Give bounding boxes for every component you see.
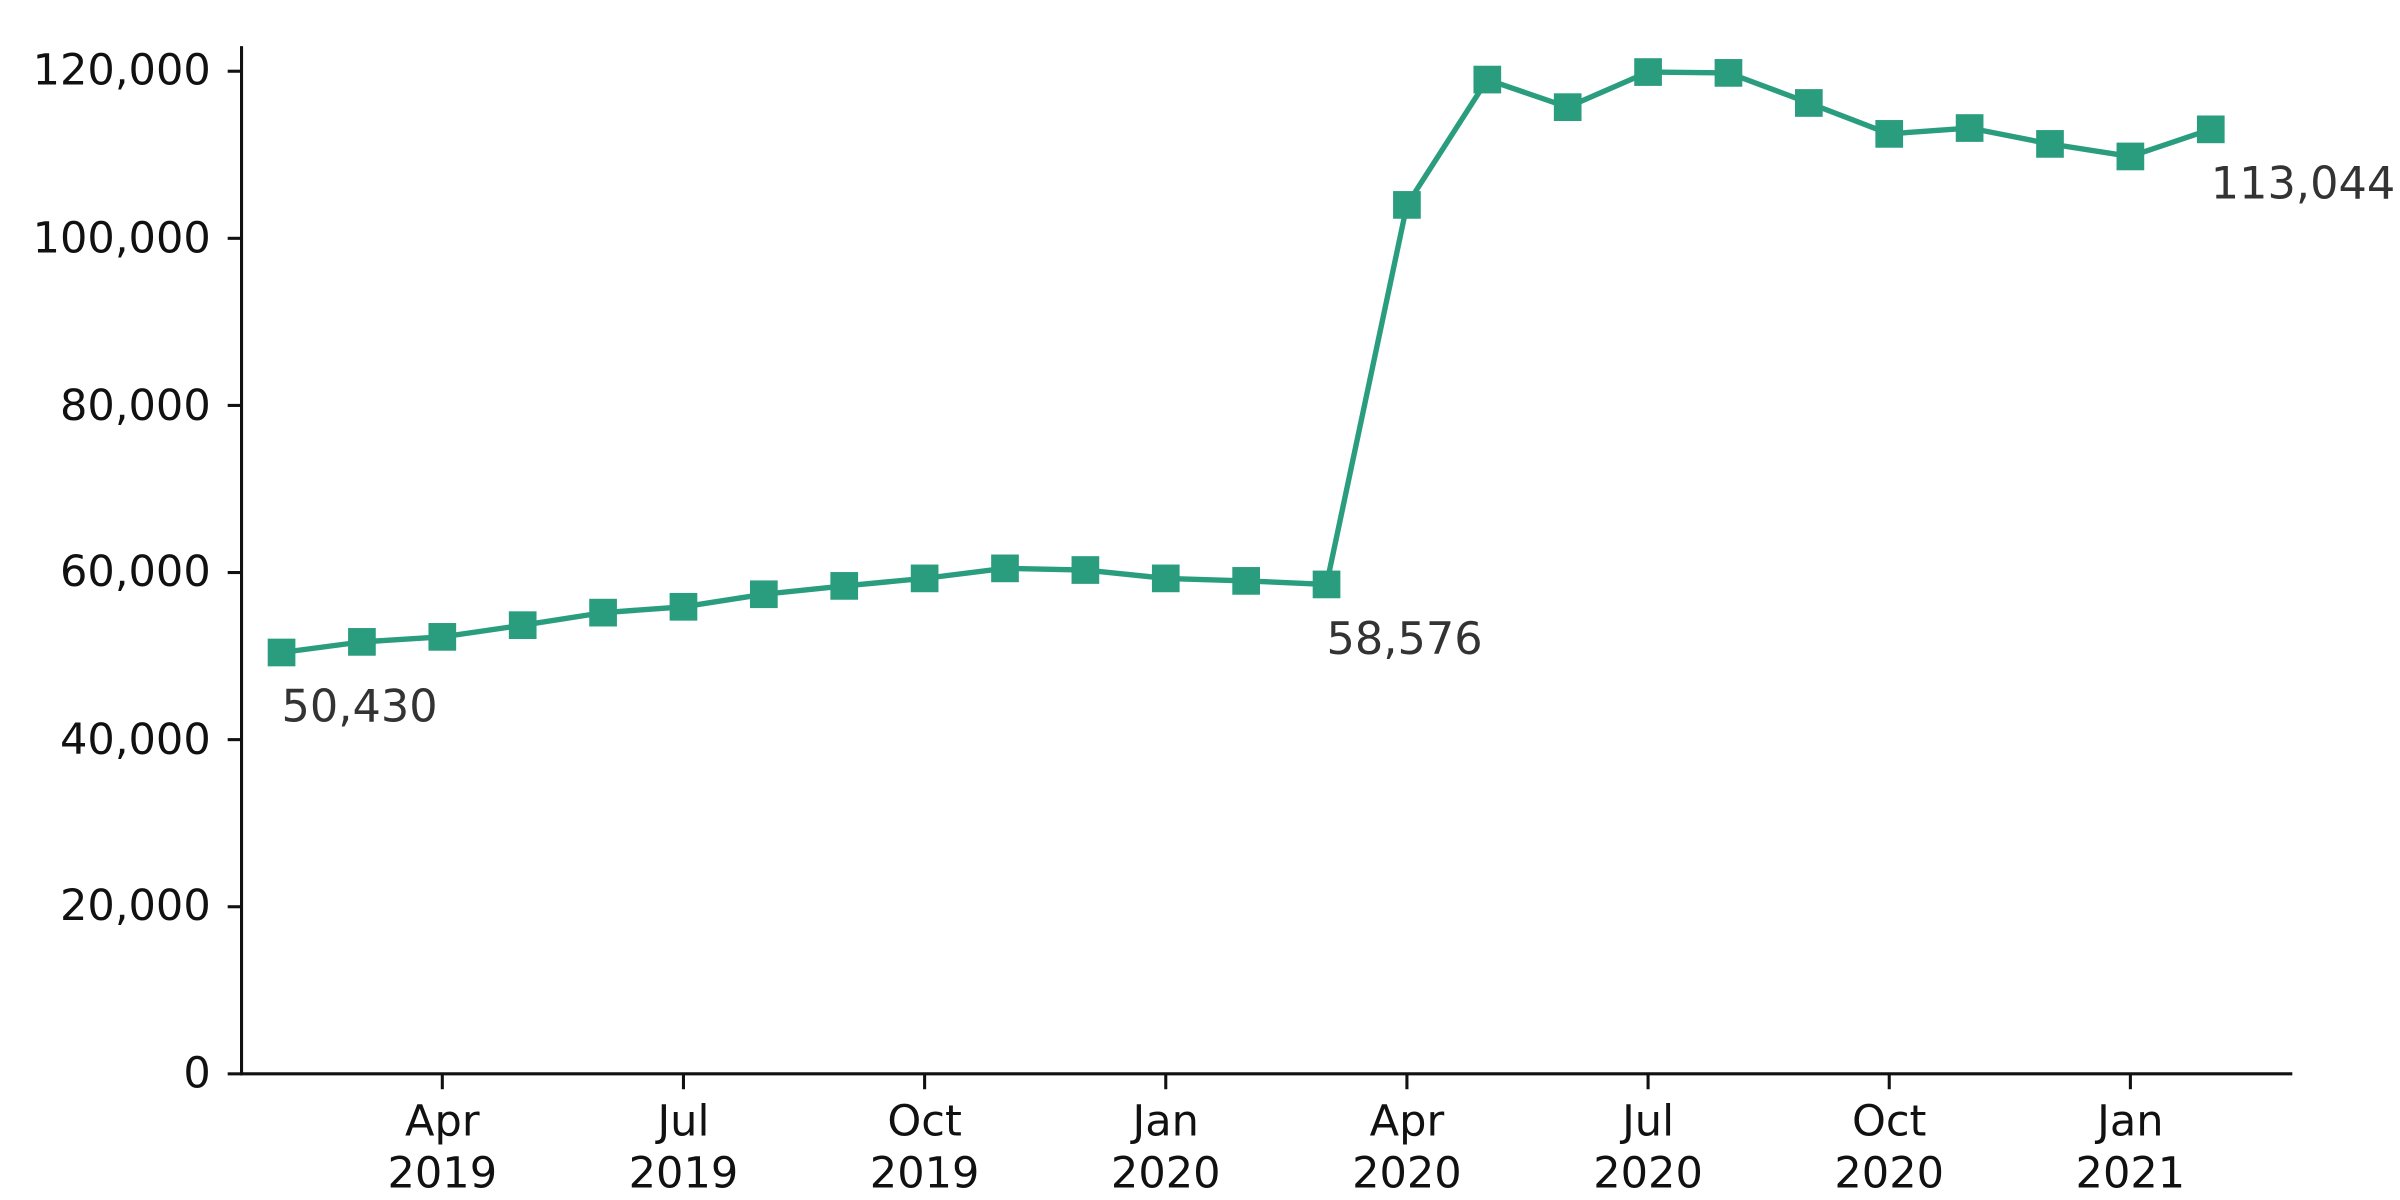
y-tick-label: 40,000 — [60, 713, 211, 765]
marker — [830, 572, 859, 600]
x-tick-label: Apr 2020 — [1352, 1095, 1462, 1199]
marker — [2116, 142, 2145, 171]
marker — [669, 592, 698, 621]
y-tick-label: 120,000 — [32, 45, 211, 96]
marker — [1071, 556, 1100, 584]
x-tick-label: Jul 2019 — [628, 1095, 739, 1199]
marker — [1634, 58, 1662, 86]
marker — [1151, 564, 1180, 593]
y-tick-label: 0 — [183, 1047, 211, 1099]
marker — [2036, 130, 2064, 158]
marker — [1232, 567, 1260, 595]
marker — [910, 564, 939, 593]
x-tick-label: Jul 2020 — [1593, 1095, 1703, 1199]
y-tick-label: 20,000 — [60, 880, 211, 932]
marker — [2196, 115, 2225, 144]
y-tick-label: 60,000 — [60, 546, 211, 598]
x-tick-label: Oct 2020 — [1834, 1095, 1945, 1199]
x-tick-label: Jan 2020 — [1110, 1095, 1221, 1199]
x-tick-label: Jan 2021 — [2075, 1095, 2186, 1199]
marker — [1955, 114, 1984, 142]
marker — [1553, 93, 1582, 121]
y-tick-label: 100,000 — [32, 212, 211, 263]
y-tick-label: 80,000 — [60, 379, 211, 431]
marker — [267, 638, 296, 667]
marker — [348, 628, 376, 656]
marker — [1714, 59, 1743, 87]
marker — [1794, 89, 1823, 117]
marker — [749, 580, 778, 609]
x-tick-label: Apr 2019 — [387, 1095, 498, 1199]
value-label: 50,430 — [281, 680, 438, 733]
marker — [589, 598, 617, 627]
marker — [1393, 191, 1421, 219]
marker — [991, 554, 1019, 583]
marker — [1875, 120, 1904, 148]
line — [281, 69, 2212, 656]
marker — [428, 623, 457, 651]
value-label: 58,576 — [1326, 612, 1483, 665]
marker — [1473, 65, 1502, 94]
marker — [508, 611, 537, 640]
value-label: 113,044 — [2210, 157, 2396, 210]
marker — [1312, 570, 1341, 599]
x-tick-label: Oct 2019 — [869, 1095, 980, 1199]
